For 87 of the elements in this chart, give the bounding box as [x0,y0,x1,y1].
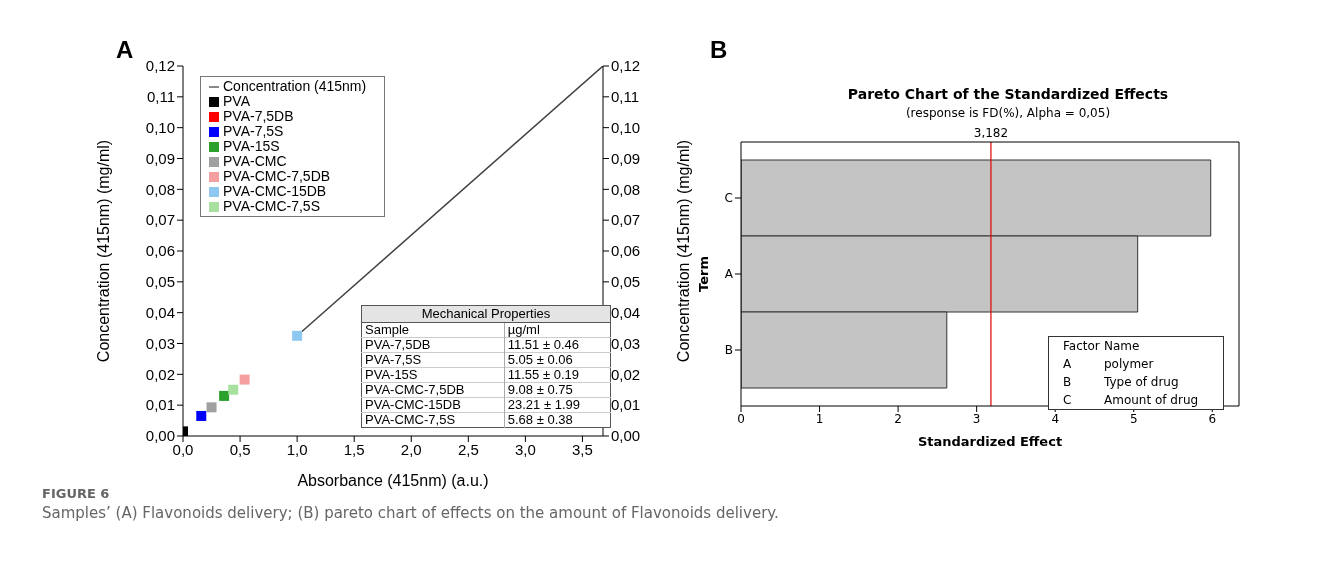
annotation: 5.68 ± 0.38 [506,412,574,428]
y-tick-label: 0,04 [145,303,175,321]
annotation: B [1062,374,1073,391]
x-tick-label: 1,5 [343,440,365,458]
x-tick-label: 1 [815,411,824,426]
x-tick-label: 3,0 [514,440,536,458]
y-tick-label: 0,05 [145,273,175,291]
y-tick-label: 0,02 [145,365,175,383]
annotation: Amount of drug [1103,392,1200,409]
y2-tick-label: 0,12 [611,57,641,75]
annotation: Factor [1062,338,1101,355]
chart-subtitle: (response is FD(%), Alpha = 0,05) [904,106,1112,120]
y-tick-label: 0,08 [145,180,175,198]
y-tick-label: 0,00 [145,427,175,445]
y-tick-label: 0,09 [145,149,175,167]
y2-tick-label: 0,02 [611,365,641,383]
legend-label: PVA-7,5DB [223,108,294,124]
legend-label: PVA-15S [223,138,280,154]
y-tick-label: 0,06 [145,242,175,260]
legend-label: PVA-7,5S [223,123,284,139]
legend-label: PVA-CMC-7,5S [223,198,320,214]
y2-axis-title: Concentration (415nm) (mg/ml) [674,139,692,363]
annotation: Name [1103,338,1141,355]
x-tick-label: 3 [972,411,981,426]
x-tick-label: 2,0 [400,440,422,458]
annotation: A [1062,356,1073,373]
y2-tick-label: 0,07 [611,211,641,229]
y-tick-label: C [724,191,733,206]
annotation: Sample [361,322,505,338]
y-tick-label: A [724,267,734,282]
caption: FIGURE 6 [42,486,110,501]
text: Samples’ (A) Flavonoids delivery; (B) pareto chart of effects on the amount of Flavonoids delivery. [42,504,779,522]
x-tick-label: 0 [737,411,745,426]
x-tick-label: 0,0 [172,440,194,458]
y-tick-label: 0,12 [145,57,175,75]
annotation: 11.51 ± 0.46 [506,337,580,353]
x-tick-label: 2,5 [457,440,479,458]
x-tick-label: 2 [894,411,902,426]
annotation: 23.21 ± 1.99 [506,397,581,413]
legend-label: PVA-CMC-15DB [223,183,327,199]
chart-title: Pareto Chart of the Standardized Effects [846,86,1170,102]
x-tick-label: 3,5 [572,440,593,458]
annotation: PVA-CMC-7,5DB [361,382,505,398]
y2-tick-label: 0,00 [611,427,641,445]
annotation: PVA-CMC-7,5S [361,412,505,428]
y2-tick-label: 0,08 [611,180,641,198]
legend-label: PVA-CMC-7,5DB [223,168,331,184]
annotation: polymer [1103,356,1155,373]
y2-tick-label: 0,04 [611,303,641,321]
y2-tick-label: 0,11 [611,88,640,106]
y2-tick-label: 0,03 [611,334,641,352]
x-axis-title: Standardized Effect [917,434,1063,449]
annotation: Type of drug [1103,374,1180,391]
y-axis-title: Concentration (415nm) (mg/ml) [94,139,112,363]
legend-label: PVA [223,93,250,109]
legend-label: PVA-CMC [223,153,287,169]
y2-tick-label: 0,05 [611,273,641,291]
x-axis-title: Absorbance (415nm) (a.u.) [297,472,489,489]
annotation: 9.08 ± 0.75 [506,382,574,398]
annotation: C [1062,392,1073,409]
text: A [116,36,134,64]
x-tick-label: 5 [1129,411,1138,426]
y-tick-label: B [724,343,733,358]
ref-line-label: 3,182 [973,126,1009,140]
x-tick-label: 0,5 [229,440,251,458]
y2-tick-label: 0,10 [611,118,641,136]
annotation: PVA-7,5DB [361,337,505,353]
annotation: PVA-7,5S [361,352,505,368]
annotation: PVA-CMC-15DB [361,397,505,413]
y-tick-label: 0,10 [145,118,175,136]
annotation: Mechanical Properties [361,305,611,323]
annotation: 11.55 ± 0.19 [506,367,580,383]
annotation: 5.05 ± 0.06 [506,352,574,368]
y-tick-label: 0,01 [145,396,175,414]
y2-tick-label: 0,06 [611,242,641,260]
legend-label: Concentration (415nm) [223,78,367,94]
annotation: µg/ml [506,322,541,338]
y-tick-label: 0,11 [146,88,175,106]
x-tick-label: 6 [1208,411,1217,426]
y2-tick-label: 0,01 [611,396,641,414]
x-tick-label: 1,0 [286,440,308,458]
y-axis-title: Term [695,256,711,292]
x-tick-label: 4 [1051,411,1060,426]
annotation: PVA-15S [361,367,505,383]
y-tick-label: 0,07 [145,211,175,229]
y2-tick-label: 0,09 [611,149,641,167]
y-tick-label: 0,03 [145,334,175,352]
